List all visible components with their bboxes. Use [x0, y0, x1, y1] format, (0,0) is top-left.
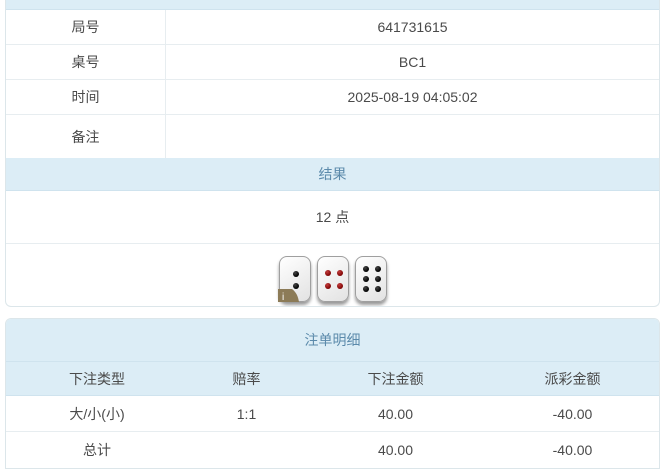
- svg-text:i: i: [282, 292, 284, 303]
